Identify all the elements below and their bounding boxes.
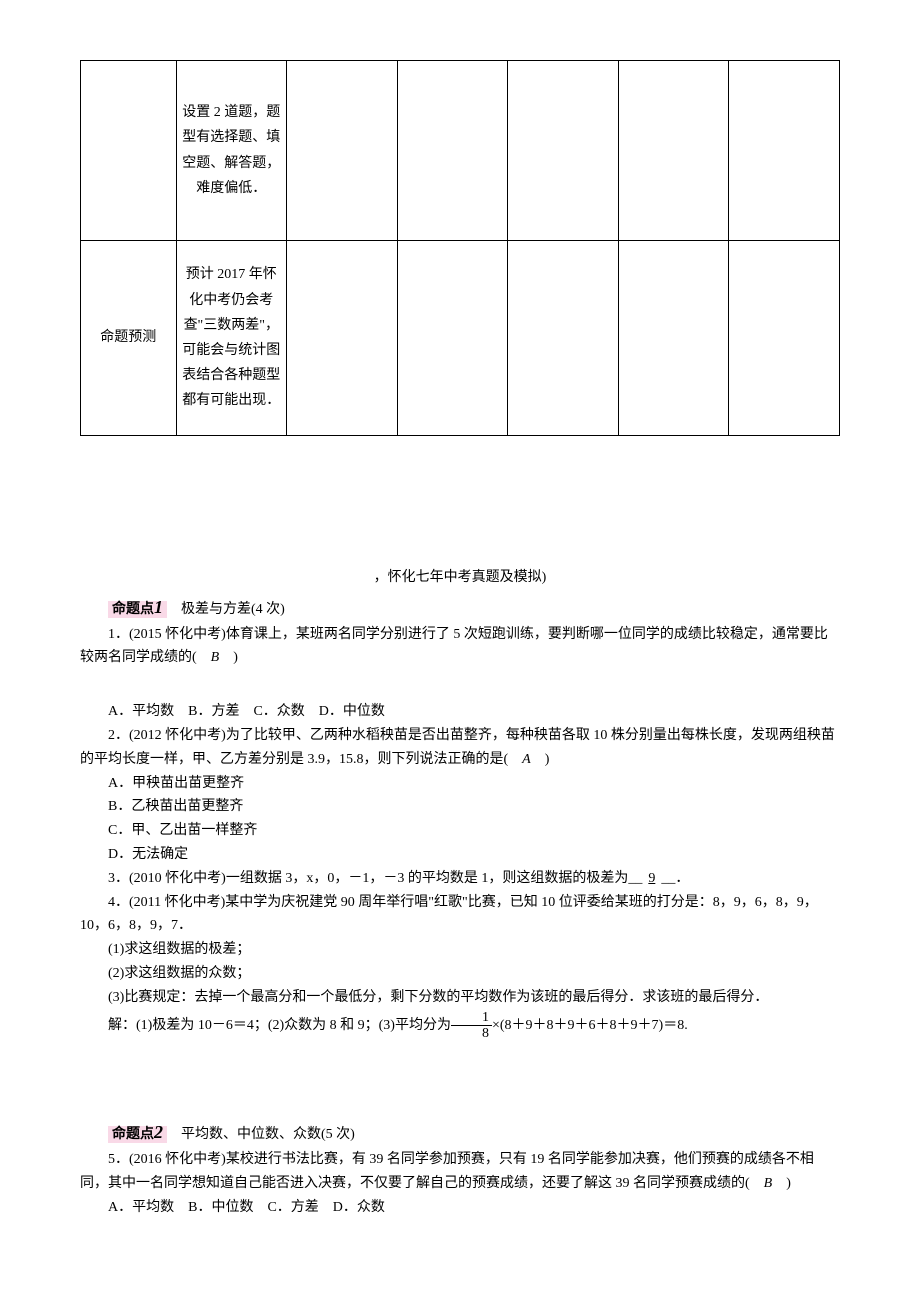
q2-optC: C．甲、乙出苗一样整齐	[80, 819, 840, 843]
table-cell: 命题预测	[81, 241, 177, 436]
table-cell: 设置 2 道题，题型有选择题、填空题、解答题，难度偏低．	[176, 61, 287, 241]
table-cell	[397, 241, 508, 436]
section-caption: ，怀化七年中考真题及模拟)	[80, 566, 840, 586]
q2-optD: D．无法确定	[80, 843, 840, 867]
q4-stem: 4．(2011 怀化中考)某中学为庆祝建党 90 周年举行唱"红歌"比赛，已知 …	[80, 891, 840, 939]
q4-solution: 解：(1)极差为 10－6＝4；(2)众数为 8 和 9；(3)平均分为18×(…	[80, 1010, 840, 1042]
topic-1-header: 命题点1 极差与方差(4 次)	[80, 592, 840, 623]
table-cell	[508, 61, 619, 241]
topic-1-title: 极差与方差(4 次)	[167, 602, 285, 617]
table-cell	[287, 241, 398, 436]
table-cell	[618, 61, 729, 241]
q1-stem: 1．(2015 怀化中考)体育课上，某班两名同学分别进行了 5 次短跑训练，要判…	[80, 623, 840, 671]
q1-answer: B	[211, 650, 220, 665]
table-cell	[81, 61, 177, 241]
q2-stem: 2．(2012 怀化中考)为了比较甲、乙两种水稻秧苗是否出苗整齐，每种秧苗各取 …	[80, 724, 840, 772]
q5-stem: 5．(2016 怀化中考)某校进行书法比赛，有 39 名同学参加预赛，只有 19…	[80, 1148, 840, 1196]
table-cell	[729, 61, 840, 241]
q5-options: A．平均数 B．中位数 C．方差 D．众数	[80, 1196, 840, 1220]
topic-2-title: 平均数、中位数、众数(5 次)	[167, 1127, 355, 1142]
table-cell	[397, 61, 508, 241]
table-cell	[618, 241, 729, 436]
table-cell	[508, 241, 619, 436]
topic-badge-2: 命题点2	[108, 1126, 167, 1143]
table-cell: 预计 2017 年怀化中考仍会考查"三数两差"，可能会与统计图表结合各种题型都有…	[176, 241, 287, 436]
q2-answer: A	[522, 752, 531, 767]
analysis-table: 设置 2 道题，题型有选择题、填空题、解答题，难度偏低．命题预测预计 2017 …	[80, 60, 840, 436]
q4-sub1: (1)求这组数据的极差；	[80, 938, 840, 962]
fraction-1-8: 18	[451, 1010, 492, 1042]
table-cell	[287, 61, 398, 241]
q2-optB: B．乙秧苗出苗更整齐	[80, 795, 840, 819]
q2-optA: A．甲秧苗出苗更整齐	[80, 772, 840, 796]
topic-badge-1: 命题点1	[108, 601, 167, 618]
table-cell	[729, 241, 840, 436]
q1-options: A．平均数 B．方差 C．众数 D．中位数	[80, 700, 840, 724]
q5-answer: B	[764, 1176, 773, 1191]
q3-stem: 3．(2010 怀化中考)一组数据 3，x，0，－1，－3 的平均数是 1，则这…	[80, 867, 840, 891]
q3-answer: 9	[642, 871, 661, 886]
topic-2-header: 命题点2 平均数、中位数、众数(5 次)	[80, 1117, 840, 1148]
q4-sub3: (3)比赛规定：去掉一个最高分和一个最低分，剩下分数的平均数作为该班的最后得分．…	[80, 986, 840, 1010]
q4-sub2: (2)求这组数据的众数；	[80, 962, 840, 986]
